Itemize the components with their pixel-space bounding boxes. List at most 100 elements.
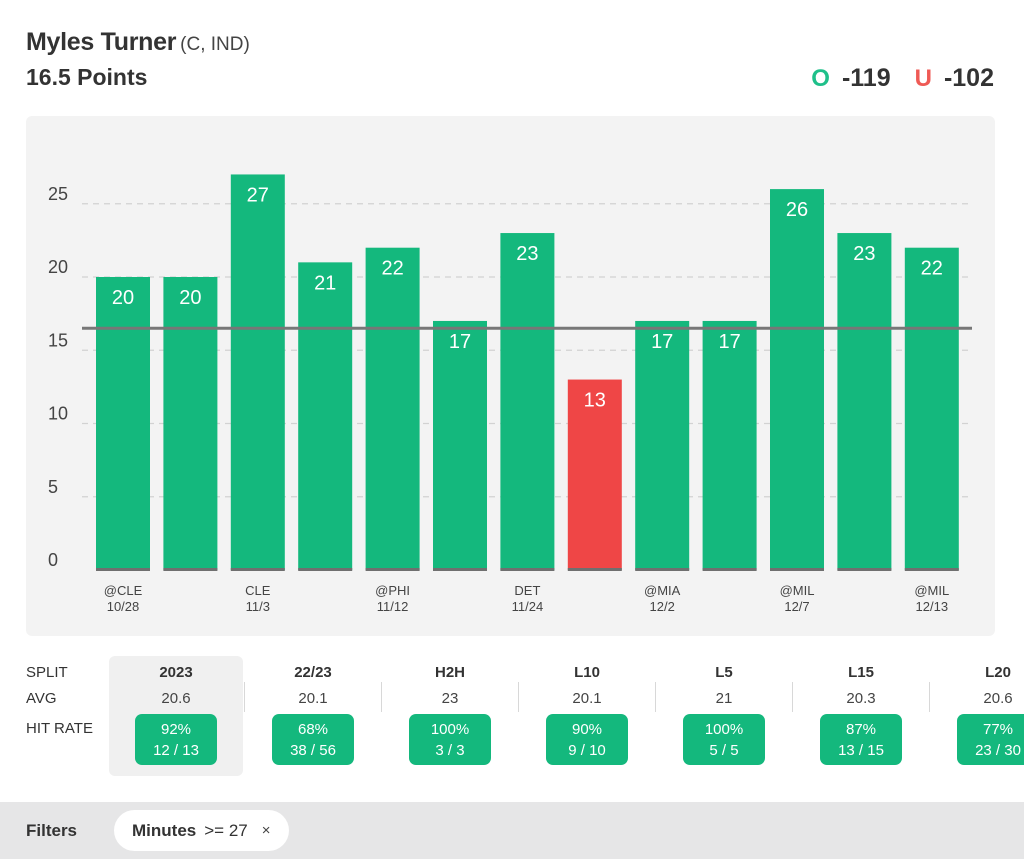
odds-group: O -119 U -102 (811, 64, 994, 93)
column-divider (792, 682, 793, 712)
split-avg: 20.6 (161, 690, 191, 707)
filter-chip-minutes[interactable]: Minutes >= 27 × (114, 810, 289, 851)
bar-base (904, 568, 959, 571)
bar-value-label: 20 (112, 287, 134, 309)
split-avg: 21 (715, 690, 733, 707)
player-info: (C, IND) (180, 34, 250, 55)
split-avg: 20.3 (846, 690, 876, 707)
hit-rate-frac: 13 / 15 (838, 742, 884, 759)
bar-value-label: 26 (786, 199, 808, 221)
bar (365, 247, 420, 570)
hit-rate-frac: 12 / 13 (153, 742, 199, 759)
filter-chip-value: >= 27 (204, 820, 248, 840)
hit-rate-frac: 3 / 3 (435, 742, 465, 759)
y-tick-label: 15 (48, 330, 68, 350)
hit-rate-badge: 68% 38 / 56 (272, 714, 354, 765)
hit-rate-frac: 23 / 30 (975, 742, 1021, 759)
hit-rate-pct: 77% (982, 721, 1014, 738)
close-icon[interactable]: × (261, 822, 271, 839)
bar-value-label: 23 (853, 243, 875, 265)
x-tick-date: 11/12 (377, 599, 409, 614)
column-divider (518, 682, 519, 712)
y-tick-label: 20 (48, 257, 68, 277)
bar (837, 233, 892, 571)
hit-rate-pct: 90% (571, 721, 603, 738)
hit-rate-pct: 100% (430, 721, 470, 738)
x-tick-date: 12/2 (650, 599, 675, 614)
hit-rate-badge: 100% 3 / 3 (409, 714, 491, 765)
bar (567, 379, 622, 570)
split-name: 2023 (159, 664, 193, 681)
x-tick-opponent: @MIL (780, 583, 815, 598)
column-divider (655, 682, 656, 712)
bar (433, 320, 487, 570)
split-avg: 20.1 (298, 690, 328, 707)
hit-rate-badge: 87% 13 / 15 (820, 714, 902, 765)
split-avg: 20.6 (983, 690, 1013, 707)
over-label: O (811, 65, 830, 92)
split-name: L10 (574, 664, 600, 681)
x-tick-date: 11/3 (246, 599, 270, 614)
bar-base (365, 568, 420, 571)
split-column-5[interactable]: L15 20.3 87% 13 / 15 (794, 656, 928, 776)
x-tick-date: 12/7 (784, 599, 809, 614)
split-column-4[interactable]: L5 21 100% 5 / 5 (657, 656, 791, 776)
x-tick-opponent: @MIA (644, 583, 681, 598)
y-tick-label: 5 (48, 477, 58, 497)
y-tick-label: 10 (48, 404, 68, 424)
x-tick-date: 12/13 (916, 599, 949, 614)
bar-value-label: 20 (179, 287, 201, 309)
bar-value-label: 27 (247, 184, 269, 206)
bar-base (567, 568, 622, 571)
bar-base (96, 568, 150, 571)
hit-rate-pct: 87% (845, 721, 877, 738)
bar-value-label: 17 (449, 331, 471, 353)
over-odds[interactable]: -119 (841, 64, 891, 92)
split-name: 22/23 (294, 664, 332, 681)
column-divider (244, 682, 245, 712)
player-name[interactable]: Myles Turner (26, 28, 177, 56)
bar (500, 233, 555, 571)
bar-base (635, 568, 690, 571)
split-avg: 23 (441, 690, 459, 707)
split-name: H2H (434, 664, 465, 681)
chart-panel: 0 5 10 15 20 25 20 @CLE 10/28 20 27 CLE 11/3 21 22 @PHI… (26, 116, 995, 636)
y-tick-label: 25 (48, 184, 68, 204)
split-column-6[interactable]: L20 20.6 77% 23 / 30 (931, 656, 1024, 776)
filters-label: Filters (26, 821, 78, 840)
bar-base (433, 568, 487, 571)
split-column-2[interactable]: H2H 23 100% 3 / 3 (383, 656, 517, 776)
x-tick-opponent: @PHI (375, 583, 410, 598)
split-name: L20 (985, 664, 1011, 681)
x-tick-opponent: DET (514, 583, 540, 598)
hit-rate-badge: 92% 12 / 13 (135, 714, 217, 765)
x-tick-opponent: @CLE (104, 583, 143, 598)
bar (702, 320, 757, 570)
split-column-1[interactable]: 22/23 20.1 68% 38 / 56 (246, 656, 380, 776)
bar (904, 247, 959, 570)
player-line: Myles Turner (C, IND) (26, 28, 250, 57)
under-label: U (914, 65, 932, 92)
split-column-0[interactable]: 2023 20.6 92% 12 / 13 (109, 656, 243, 776)
bar-value-label: 17 (718, 331, 740, 353)
row-label-avg: AVG (26, 690, 57, 707)
filter-chip-name: Minutes (132, 820, 197, 840)
hit-rate-frac: 38 / 56 (290, 742, 336, 759)
bar (635, 320, 690, 570)
split-column-3[interactable]: L10 20.1 90% 9 / 10 (520, 656, 654, 776)
bar (770, 189, 824, 570)
hit-rate-pct: 100% (704, 721, 744, 738)
hit-rate-pct: 92% (160, 721, 192, 738)
bar-base (298, 568, 353, 571)
under-odds[interactable]: -102 (943, 64, 994, 92)
x-tick-opponent: @MIL (914, 583, 949, 598)
bar-base (500, 568, 555, 571)
x-tick-opponent: CLE (245, 583, 271, 598)
split-name: L5 (715, 664, 733, 681)
hit-rate-badge: 77% 23 / 30 (957, 714, 1024, 765)
x-tick-date: 11/24 (512, 599, 544, 614)
bar-base (837, 568, 892, 571)
hit-rate-badge: 100% 5 / 5 (683, 714, 765, 765)
hit-rate-frac: 5 / 5 (709, 742, 739, 759)
